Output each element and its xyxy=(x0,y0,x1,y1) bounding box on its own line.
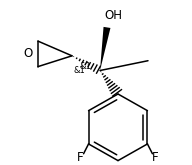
Text: &1: &1 xyxy=(79,62,91,71)
Text: F: F xyxy=(152,151,159,164)
Text: &1: &1 xyxy=(73,66,85,75)
Text: OH: OH xyxy=(104,9,122,22)
Polygon shape xyxy=(100,27,110,70)
Text: O: O xyxy=(23,47,33,60)
Text: F: F xyxy=(77,151,84,164)
